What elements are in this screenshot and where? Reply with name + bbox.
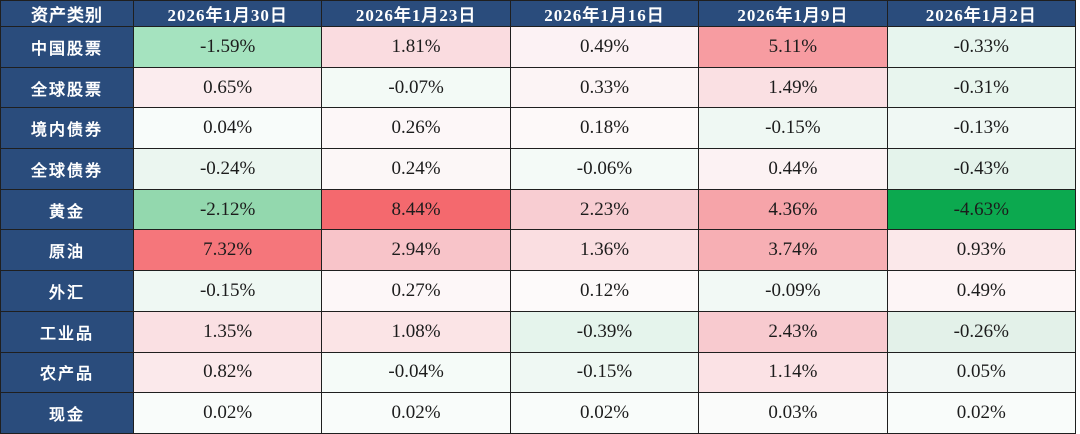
value-cell: 0.93%	[886, 229, 1077, 272]
value-cell: 1.49%	[698, 66, 888, 109]
value-cell: 0.02%	[132, 392, 323, 434]
value-cell: -0.33%	[886, 26, 1077, 68]
header-date-1: 2026年1月30日	[132, 0, 323, 27]
value-cell: 2.94%	[321, 229, 511, 272]
value-cell: 5.11%	[698, 26, 888, 68]
value-cell: -0.07%	[321, 66, 511, 109]
row-label: 农产品	[0, 351, 134, 394]
table-row: 农产品 0.82% -0.04% -0.15% 1.14% 0.05%	[0, 351, 1077, 394]
table-row: 外汇 -0.15% 0.27% 0.12% -0.09% 0.49%	[0, 270, 1077, 312]
row-label: 原油	[0, 229, 134, 272]
value-cell: -0.31%	[886, 66, 1077, 109]
value-cell: 0.03%	[698, 392, 888, 434]
row-label: 外汇	[0, 270, 134, 312]
value-cell: 2.43%	[698, 310, 888, 353]
value-cell: 0.65%	[132, 66, 323, 109]
value-cell: 4.36%	[698, 188, 888, 231]
value-cell: 0.82%	[132, 351, 323, 394]
value-cell: -0.39%	[509, 310, 700, 353]
value-cell: -0.09%	[698, 270, 888, 312]
header-date-2: 2026年1月23日	[321, 0, 511, 27]
value-cell: 0.02%	[321, 392, 511, 434]
header-date-5: 2026年1月2日	[886, 0, 1077, 27]
value-cell: 0.27%	[321, 270, 511, 312]
value-cell: -0.15%	[509, 351, 700, 394]
table-row: 现金 0.02% 0.02% 0.02% 0.03% 0.02%	[0, 392, 1077, 434]
value-cell: -0.43%	[886, 148, 1077, 190]
table-row: 原油 7.32% 2.94% 1.36% 3.74% 0.93%	[0, 229, 1077, 272]
value-cell: 1.35%	[132, 310, 323, 353]
table-row: 全球股票 0.65% -0.07% 0.33% 1.49% -0.31%	[0, 66, 1077, 109]
table-row: 工业品 1.35% 1.08% -0.39% 2.43% -0.26%	[0, 310, 1077, 353]
value-cell: 3.74%	[698, 229, 888, 272]
value-cell: -1.59%	[132, 26, 323, 68]
value-cell: 1.36%	[509, 229, 700, 272]
value-cell: 7.32%	[132, 229, 323, 272]
header-date-4: 2026年1月9日	[698, 0, 888, 27]
row-label: 全球债券	[0, 148, 134, 190]
value-cell: -0.06%	[509, 148, 700, 190]
table-row: 中国股票 -1.59% 1.81% 0.49% 5.11% -0.33%	[0, 26, 1077, 68]
value-cell: 0.04%	[132, 107, 323, 150]
value-cell: 1.08%	[321, 310, 511, 353]
value-cell: 0.02%	[509, 392, 700, 434]
value-cell: 0.49%	[886, 270, 1077, 312]
value-cell: 1.81%	[321, 26, 511, 68]
row-label: 黄金	[0, 188, 134, 231]
value-cell: 0.05%	[886, 351, 1077, 394]
value-cell: 8.44%	[321, 188, 511, 231]
header-date-3: 2026年1月16日	[509, 0, 700, 27]
header-asset-class: 资产类别	[0, 0, 134, 27]
value-cell: 0.18%	[509, 107, 700, 150]
value-cell: -0.15%	[698, 107, 888, 150]
table-row: 全球债券 -0.24% 0.24% -0.06% 0.44% -0.43%	[0, 148, 1077, 190]
row-label: 现金	[0, 392, 134, 434]
table-row: 境内债券 0.04% 0.26% 0.18% -0.15% -0.13%	[0, 107, 1077, 150]
value-cell: 0.02%	[886, 392, 1077, 434]
value-cell: -2.12%	[132, 188, 323, 231]
value-cell: 2.23%	[509, 188, 700, 231]
header-row: 资产类别 2026年1月30日 2026年1月23日 2026年1月16日 2026年1…	[0, 0, 1077, 27]
value-cell: -0.26%	[886, 310, 1077, 353]
row-label: 中国股票	[0, 26, 134, 68]
value-cell: -0.04%	[321, 351, 511, 394]
value-cell: -4.63%	[886, 188, 1077, 231]
value-cell: 0.26%	[321, 107, 511, 150]
row-label: 全球股票	[0, 66, 134, 109]
value-cell: 1.14%	[698, 351, 888, 394]
value-cell: 0.12%	[509, 270, 700, 312]
value-cell: 0.44%	[698, 148, 888, 190]
table-row: 黄金 -2.12% 8.44% 2.23% 4.36% -4.63%	[0, 188, 1077, 231]
value-cell: 0.33%	[509, 66, 700, 109]
value-cell: 0.49%	[509, 26, 700, 68]
value-cell: 0.24%	[321, 148, 511, 190]
row-label: 境内债券	[0, 107, 134, 150]
value-cell: -0.13%	[886, 107, 1077, 150]
value-cell: -0.24%	[132, 148, 323, 190]
value-cell: -0.15%	[132, 270, 323, 312]
row-label: 工业品	[0, 310, 134, 353]
